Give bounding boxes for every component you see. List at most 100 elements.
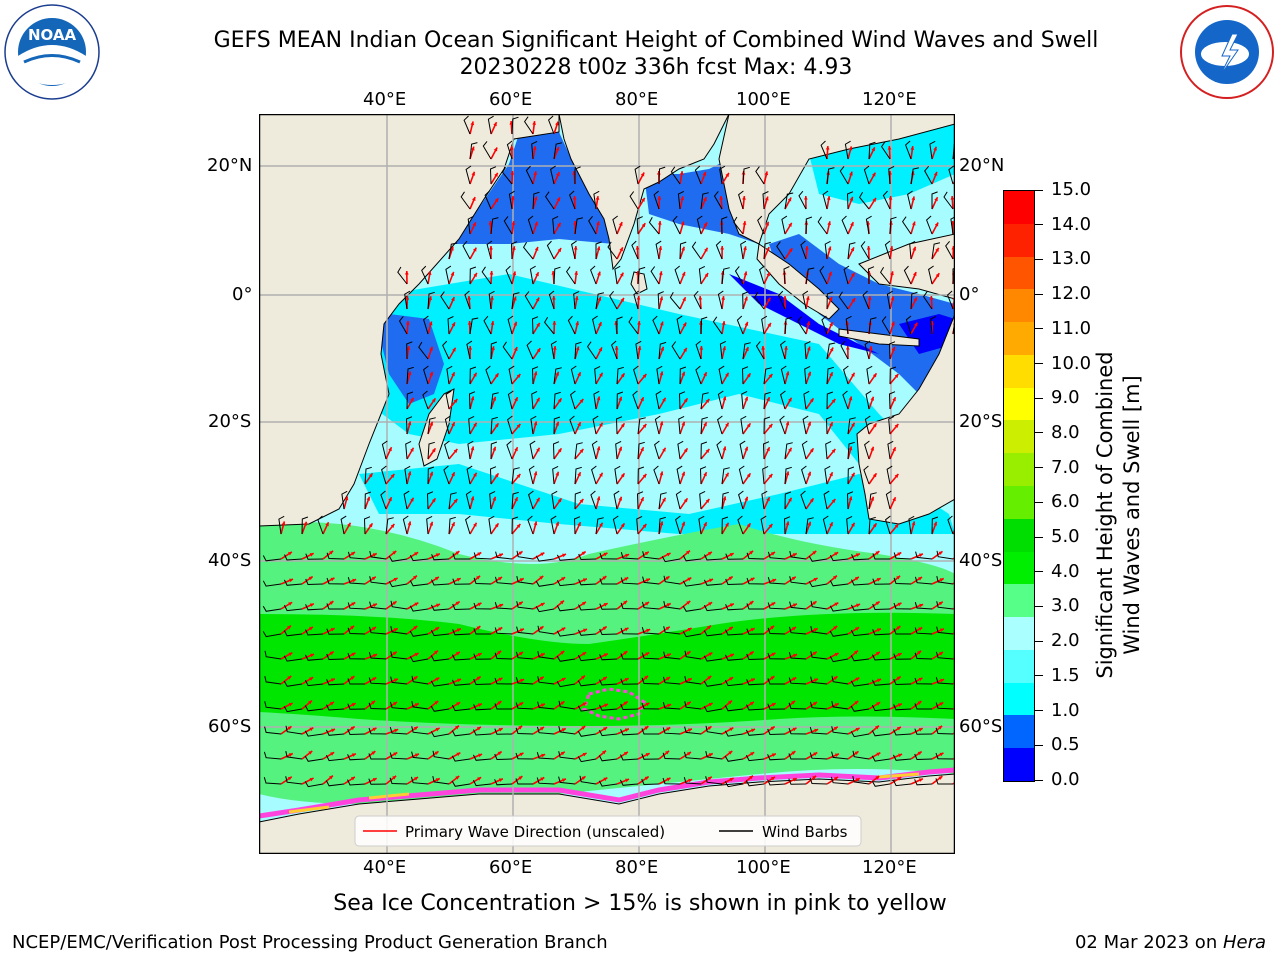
wind-barb — [850, 629, 870, 637]
wave-arrow-head — [308, 750, 313, 755]
lon-label-bottom-40e: 40°E — [363, 857, 407, 878]
wave-arrow-head — [512, 271, 517, 276]
wind-barb — [553, 367, 562, 385]
wave-arrow-head — [429, 346, 433, 351]
wind-barb — [432, 775, 450, 785]
wind-barb — [682, 631, 702, 638]
wind-barb — [569, 190, 576, 210]
wave-arrow-head — [330, 678, 335, 682]
wind-barb — [809, 727, 828, 735]
wind-barb — [893, 653, 912, 660]
wind-barb — [317, 515, 324, 535]
wave-arrow-head — [708, 652, 713, 657]
wind-barb — [503, 216, 513, 235]
wave-arrow-head — [393, 752, 398, 756]
wind-barb — [578, 579, 597, 586]
wave-arrow-head — [703, 422, 707, 427]
wave-arrow-head — [854, 700, 859, 705]
wave-arrow-head — [371, 700, 376, 705]
wind-barb — [847, 466, 855, 485]
wind-barb — [573, 516, 581, 535]
wind-barb — [577, 680, 597, 687]
wave-arrow-head — [687, 728, 692, 733]
wave-arrow-head — [330, 577, 335, 582]
wind-barb — [472, 754, 492, 761]
wind-barb — [341, 490, 348, 510]
wind-barb — [263, 777, 282, 785]
wind-barb — [553, 391, 561, 410]
wind-barb — [784, 192, 794, 210]
wave-arrow-head — [407, 421, 412, 426]
wave-arrow-head — [938, 776, 943, 780]
wave-arrow-head — [683, 448, 688, 453]
wind-barb — [418, 341, 429, 360]
wind-barb — [745, 729, 765, 736]
wave-arrow-head — [855, 553, 860, 557]
wind-barb — [511, 516, 519, 535]
wind-barb — [620, 754, 639, 761]
colorbar-tick-label: 0.5 — [1035, 735, 1080, 755]
wave-arrow-head — [624, 728, 629, 732]
wave-arrow-head — [898, 753, 903, 758]
wave-arrow-head — [603, 552, 608, 557]
wind-barb — [831, 675, 849, 685]
wind-barb — [648, 217, 660, 235]
wind-barb — [826, 391, 834, 410]
wave-arrow-head — [848, 446, 853, 451]
wave-arrow-head — [868, 346, 873, 350]
wind-barb — [734, 266, 744, 285]
wind-barb — [738, 465, 745, 485]
wind-barb — [823, 490, 830, 510]
wind-barb — [867, 266, 875, 285]
wave-arrow-head — [414, 777, 419, 781]
wind-barb — [588, 215, 597, 235]
wind-barb — [931, 242, 941, 260]
wind-barb — [740, 240, 747, 260]
colorbar-tick-label: 2.0 — [1035, 631, 1080, 651]
wind-barb — [679, 366, 687, 385]
wave-arrow-head — [827, 246, 832, 251]
wind-barb — [767, 652, 786, 660]
wave-arrow-head — [555, 121, 559, 126]
wave-arrow-head — [851, 422, 855, 427]
swh-band-1-1.5-arabian — [454, 132, 614, 244]
wind-barb — [810, 651, 828, 660]
wind-barb — [831, 700, 849, 710]
wind-barb — [910, 167, 920, 185]
wave-arrow-head — [681, 471, 686, 476]
wave-arrow-head — [536, 348, 541, 353]
wave-arrow-head — [497, 751, 502, 756]
wave-arrow-head — [514, 447, 518, 452]
wind-barb — [628, 316, 639, 335]
wind-barb — [304, 730, 324, 737]
wave-arrow-head — [681, 371, 686, 376]
wind-barb — [887, 440, 894, 460]
lon-label-bottom-60e: 60°E — [489, 857, 533, 878]
wind-barb — [390, 676, 408, 685]
wave-arrow-head — [719, 196, 724, 200]
wind-barb — [451, 780, 471, 787]
wave-arrow-head — [392, 601, 397, 605]
wind-barb — [865, 215, 872, 235]
wave-arrow-head — [788, 447, 792, 452]
wind-barb — [599, 679, 618, 686]
wave-arrow-head — [896, 575, 901, 580]
wave-arrow-head — [788, 497, 792, 502]
land-africa-arabia — [259, 114, 560, 527]
wind-barb — [721, 516, 729, 535]
wind-barb — [868, 492, 877, 510]
wave-arrow-head — [536, 497, 540, 502]
wind-barb — [511, 116, 519, 135]
wave-arrow-head — [623, 701, 628, 706]
wave-arrow-head — [917, 650, 922, 655]
wind-barb — [952, 318, 955, 335]
wave-arrow-head — [707, 625, 711, 630]
wind-barb — [888, 391, 896, 410]
wind-barb — [924, 165, 933, 185]
wind-barb — [368, 753, 386, 760]
wave-arrow-head — [603, 727, 608, 731]
wind-barb — [432, 750, 450, 760]
wave-arrow-head — [456, 702, 461, 706]
wind-barb — [817, 216, 828, 235]
wave-arrow-head — [614, 346, 619, 350]
